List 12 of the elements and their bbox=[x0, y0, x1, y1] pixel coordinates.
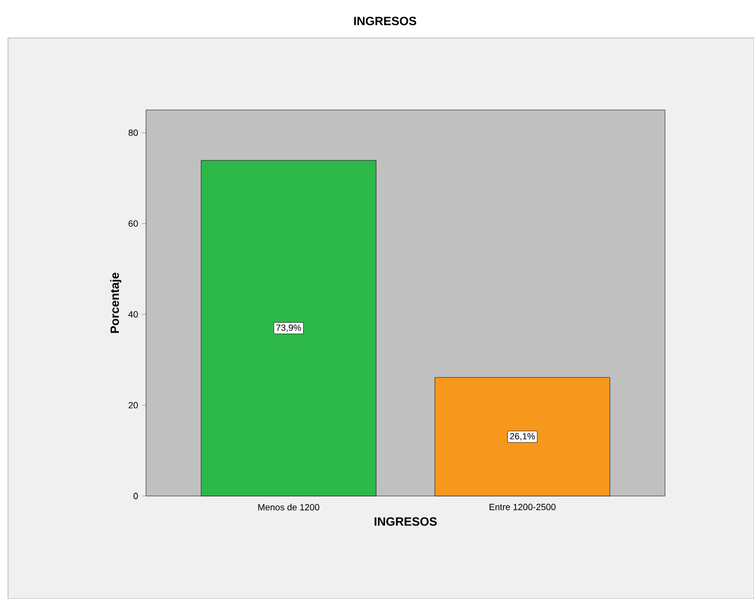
x-axis-title: INGRESOS bbox=[374, 517, 437, 526]
x-tick-label: Entre 1200-2500 bbox=[490, 504, 556, 510]
y-tick-label: 80 bbox=[128, 130, 138, 136]
data-label: 73,9% bbox=[276, 324, 302, 332]
y-tick-label: 60 bbox=[128, 220, 138, 227]
x-tick-label: Menos de 1200 bbox=[258, 504, 320, 510]
y-axis-title: Porcentaje bbox=[110, 272, 122, 333]
y-tick-label: 0 bbox=[134, 492, 138, 500]
y-tick-label: 40 bbox=[128, 311, 138, 318]
y-tick-label: 20 bbox=[128, 402, 138, 408]
chart-title: INGRESOS bbox=[354, 16, 416, 26]
data-label: 26,1% bbox=[510, 433, 535, 440]
